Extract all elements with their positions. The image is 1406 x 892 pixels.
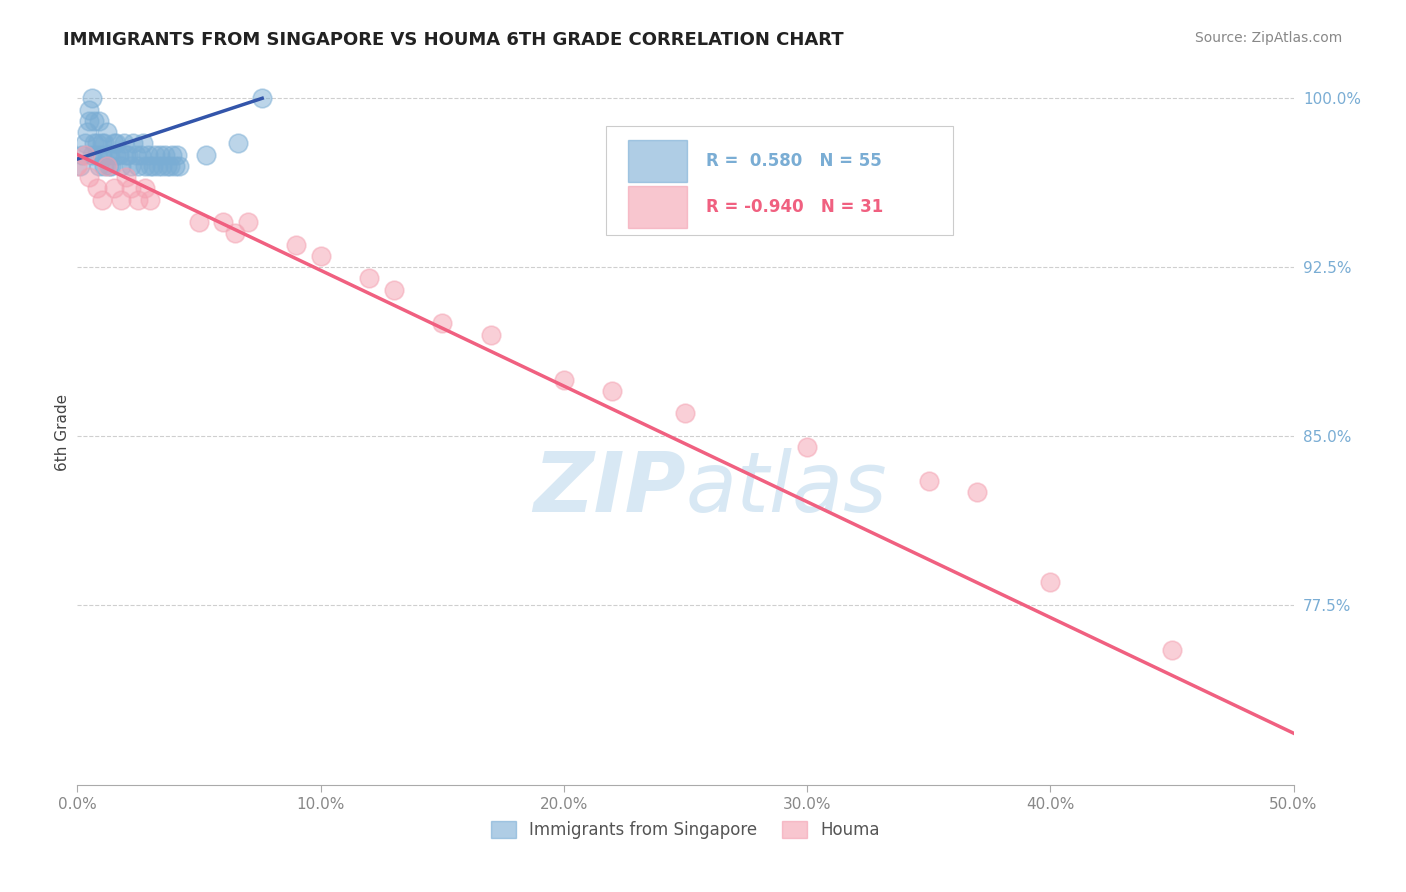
Point (127, 193, 149, 207)
Point (149, 147, 172, 161)
Y-axis label: 6th Grade: 6th Grade (55, 394, 70, 471)
Text: atlas: atlas (686, 449, 887, 530)
Point (93, 136, 115, 151)
Point (83, 113, 105, 128)
Point (675, 407, 697, 421)
Point (97, 159, 120, 173)
Point (90, 147, 112, 161)
Point (143, 147, 166, 161)
Point (115, 147, 138, 161)
Point (93, 159, 115, 173)
Text: R = -0.940   N = 31: R = -0.940 N = 31 (706, 198, 883, 216)
Point (105, 136, 128, 151)
Point (80, 91, 103, 105)
Point (97, 147, 120, 161)
Point (79, 113, 101, 128)
Point (212, 215, 235, 229)
Point (90, 136, 112, 151)
Point (285, 237, 308, 252)
Point (146, 159, 169, 173)
Point (103, 181, 125, 195)
Bar (628, 186, 686, 228)
Point (134, 159, 156, 173)
Point (73, 136, 96, 151)
Point (129, 147, 152, 161)
Point (602, 384, 624, 398)
Point (96, 159, 118, 173)
Point (105, 147, 128, 161)
Point (115, 170, 138, 185)
Text: IMMIGRANTS FROM SINGAPORE VS HOUMA 6TH GRADE CORRELATION CHART: IMMIGRANTS FROM SINGAPORE VS HOUMA 6TH G… (63, 31, 844, 49)
Point (152, 159, 174, 173)
Point (1039, 575, 1062, 590)
Text: R =  0.580   N = 55: R = 0.580 N = 55 (706, 153, 882, 170)
Bar (628, 140, 686, 183)
Point (107, 147, 129, 161)
Point (160, 147, 183, 161)
Point (359, 271, 381, 285)
Point (86, 136, 108, 151)
Point (224, 227, 246, 241)
Point (69, 159, 91, 173)
Point (136, 147, 159, 161)
Text: Source: ZipAtlas.com: Source: ZipAtlas.com (1195, 31, 1343, 45)
Point (112, 136, 135, 151)
Point (134, 181, 156, 195)
Point (127, 159, 149, 173)
Point (153, 147, 176, 161)
Point (90, 193, 112, 207)
Point (120, 181, 142, 195)
Point (132, 136, 155, 151)
Point (100, 159, 122, 173)
Text: ZIP: ZIP (533, 449, 686, 530)
Point (139, 159, 162, 173)
Point (236, 215, 259, 229)
Point (89, 113, 111, 128)
Point (86, 147, 108, 161)
Point (73, 147, 96, 161)
Point (918, 474, 941, 488)
Point (159, 159, 181, 173)
Point (103, 136, 125, 151)
Point (83, 136, 105, 151)
Point (79, 103, 101, 117)
Point (250, 91, 273, 105)
Point (76, 125, 98, 139)
Point (110, 159, 132, 173)
Point (163, 159, 186, 173)
Point (86, 181, 108, 195)
Point (1161, 643, 1184, 657)
Point (166, 147, 188, 161)
Point (156, 159, 179, 173)
Point (79, 170, 101, 185)
Point (553, 373, 575, 387)
Point (169, 159, 191, 173)
Point (382, 283, 405, 297)
Point (139, 193, 162, 207)
Legend: Immigrants from Singapore, Houma: Immigrants from Singapore, Houma (482, 813, 889, 847)
Point (96, 147, 118, 161)
Point (96, 125, 118, 139)
Point (796, 440, 818, 454)
Point (195, 147, 218, 161)
Bar (606, 126, 953, 235)
Point (479, 327, 502, 342)
Point (110, 193, 132, 207)
Point (309, 249, 332, 263)
Point (226, 136, 249, 151)
Point (89, 159, 111, 173)
Point (122, 136, 145, 151)
Point (70, 147, 93, 161)
Point (142, 159, 165, 173)
Point (430, 317, 453, 331)
Point (966, 485, 988, 500)
Point (188, 215, 211, 229)
Point (66, 159, 89, 173)
Point (120, 159, 142, 173)
Point (80, 147, 103, 161)
Point (117, 147, 139, 161)
Point (125, 147, 148, 161)
